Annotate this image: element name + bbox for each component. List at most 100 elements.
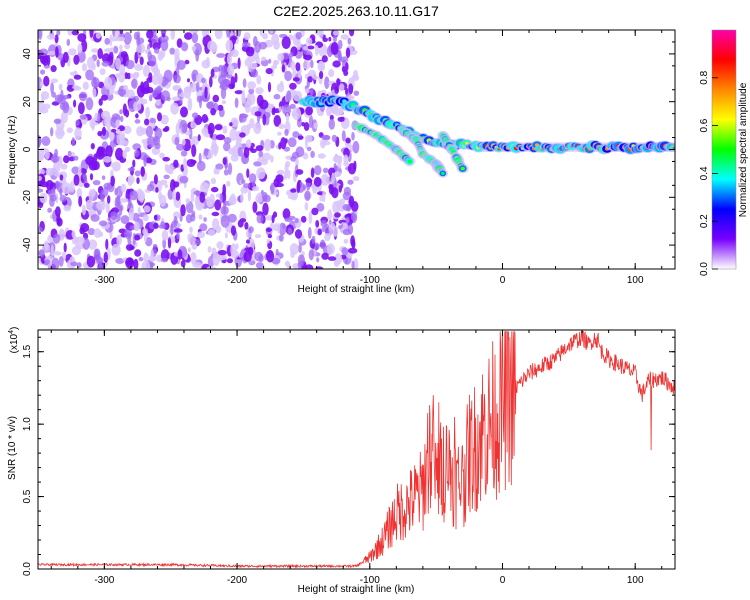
noise-speckle (53, 251, 62, 256)
noise-speckle (296, 39, 302, 51)
noise-speckle (50, 244, 54, 257)
noise-speckle (126, 89, 135, 99)
noise-speckle (170, 30, 176, 40)
noise-speckle (255, 145, 264, 152)
noise-speckle (50, 155, 60, 163)
noise-speckle (142, 64, 151, 77)
noise-speckle (210, 108, 217, 116)
noise-speckle (275, 248, 279, 257)
noise-speckle (49, 197, 55, 207)
noise-speckle (104, 76, 113, 90)
noise-speckle (163, 174, 170, 180)
colorbar-tick-label: 0.4 (699, 166, 710, 180)
y-tick-label: 20 (22, 96, 33, 108)
noise-speckle (226, 258, 233, 264)
noise-speckle (303, 46, 308, 51)
noise-speckle (151, 35, 159, 45)
noise-speckle (328, 219, 332, 226)
noise-speckle (134, 170, 141, 177)
noise-speckle (97, 130, 103, 137)
noise-speckle (316, 202, 325, 212)
noise-speckle (153, 214, 158, 221)
noise-speckle (50, 78, 59, 84)
noise-speckle (170, 223, 174, 236)
noise-speckle (270, 182, 275, 195)
noise-speckle (79, 114, 87, 120)
noise-speckle (211, 211, 220, 217)
noise-speckle (153, 174, 158, 185)
noise-speckle (115, 258, 125, 264)
noise-speckle (305, 178, 313, 183)
noise-speckle (245, 46, 255, 57)
noise-speckle (296, 181, 301, 194)
y-tick-label: -20 (22, 190, 33, 205)
noise-speckle (179, 175, 189, 184)
noise-speckle (207, 246, 212, 253)
noise-speckle (307, 76, 313, 83)
signal-peak (672, 146, 675, 150)
x-tick-label: -100 (360, 575, 380, 586)
noise-speckle (141, 139, 147, 144)
noise-speckle (180, 204, 186, 217)
spectrogram-y-axis-label: Frequency (Hz) (7, 116, 18, 185)
noise-speckle (253, 161, 262, 167)
noise-speckle (347, 179, 354, 185)
noise-speckle (93, 248, 99, 261)
noise-speckle (295, 62, 301, 72)
noise-speckle (159, 179, 168, 186)
noise-speckle (306, 146, 312, 152)
noise-speckle (210, 177, 217, 185)
x-tick-label: 100 (627, 275, 644, 286)
noise-speckle (59, 174, 64, 181)
noise-speckle (311, 207, 319, 216)
noise-speckle (191, 32, 199, 44)
noise-speckle (331, 187, 339, 199)
noise-speckle (38, 226, 43, 233)
noise-speckle (41, 53, 49, 66)
x-tick-label: -200 (227, 575, 247, 586)
noise-speckle (219, 193, 223, 204)
noise-speckle (227, 64, 235, 76)
noise-speckle (152, 42, 161, 50)
noise-speckle (191, 144, 197, 157)
noise-speckle (209, 193, 215, 205)
noise-speckle (250, 68, 258, 78)
noise-speckle (66, 38, 71, 47)
noise-speckle (239, 218, 247, 223)
noise-speckle (300, 107, 304, 114)
noise-speckle (162, 156, 170, 162)
noise-speckle (337, 49, 342, 62)
noise-speckle (80, 223, 90, 233)
noise-speckle (143, 154, 147, 167)
noise-speckle (148, 72, 153, 82)
noise-speckle (261, 56, 267, 62)
noise-speckle (73, 174, 80, 186)
noise-speckle (75, 119, 80, 127)
noise-speckle (218, 254, 228, 261)
noise-speckle (291, 107, 302, 120)
noise-speckle (269, 30, 274, 34)
noise-speckle (345, 137, 351, 144)
noise-speckle (285, 112, 290, 123)
noise-speckle (132, 95, 140, 102)
noise-speckle (300, 215, 307, 223)
noise-speckle (191, 112, 199, 119)
snr-line (38, 331, 675, 569)
noise-speckle (139, 97, 144, 103)
noise-speckle (255, 195, 263, 203)
noise-speckle (196, 81, 200, 93)
noise-speckle (234, 97, 239, 109)
noise-speckle (187, 97, 193, 111)
noise-speckle (136, 35, 141, 47)
noise-speckle (176, 60, 186, 70)
noise-speckle (319, 71, 324, 79)
noise-speckle (167, 237, 172, 249)
noise-speckle (329, 114, 334, 121)
noise-speckle (125, 59, 135, 70)
noise-speckle (256, 214, 264, 224)
noise-speckle (255, 262, 264, 269)
noise-speckle (331, 172, 335, 184)
noise-speckle (77, 43, 83, 54)
noise-speckle (43, 75, 50, 87)
noise-speckle (127, 175, 135, 185)
